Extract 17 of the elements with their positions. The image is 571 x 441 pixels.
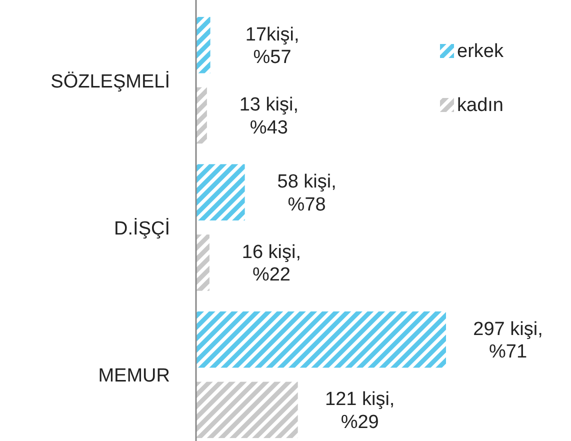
- data-label: 13 kişi, %43: [239, 94, 299, 138]
- bar: [196, 164, 245, 220]
- data-label: 17kişi, %57: [245, 24, 300, 68]
- data-label: 16 kişi, %22: [242, 242, 302, 286]
- legend-label: erkek: [457, 41, 504, 62]
- bar: [196, 382, 298, 438]
- bar: [196, 87, 207, 144]
- y-tick-label: SÖZLEŞMELİ: [50, 70, 170, 92]
- data-label: 121 kişi, %29: [325, 389, 395, 433]
- bar: [196, 311, 446, 368]
- legend-label: kadın: [457, 95, 504, 116]
- data-label: 58 kişi, %78: [277, 172, 336, 216]
- data-label: 297 kişi, %71: [473, 318, 543, 363]
- bar: [196, 16, 210, 74]
- y-tick-label: MEMUR: [98, 366, 170, 387]
- bar: [196, 234, 210, 291]
- y-tick-label: D.İŞÇİ: [114, 218, 170, 240]
